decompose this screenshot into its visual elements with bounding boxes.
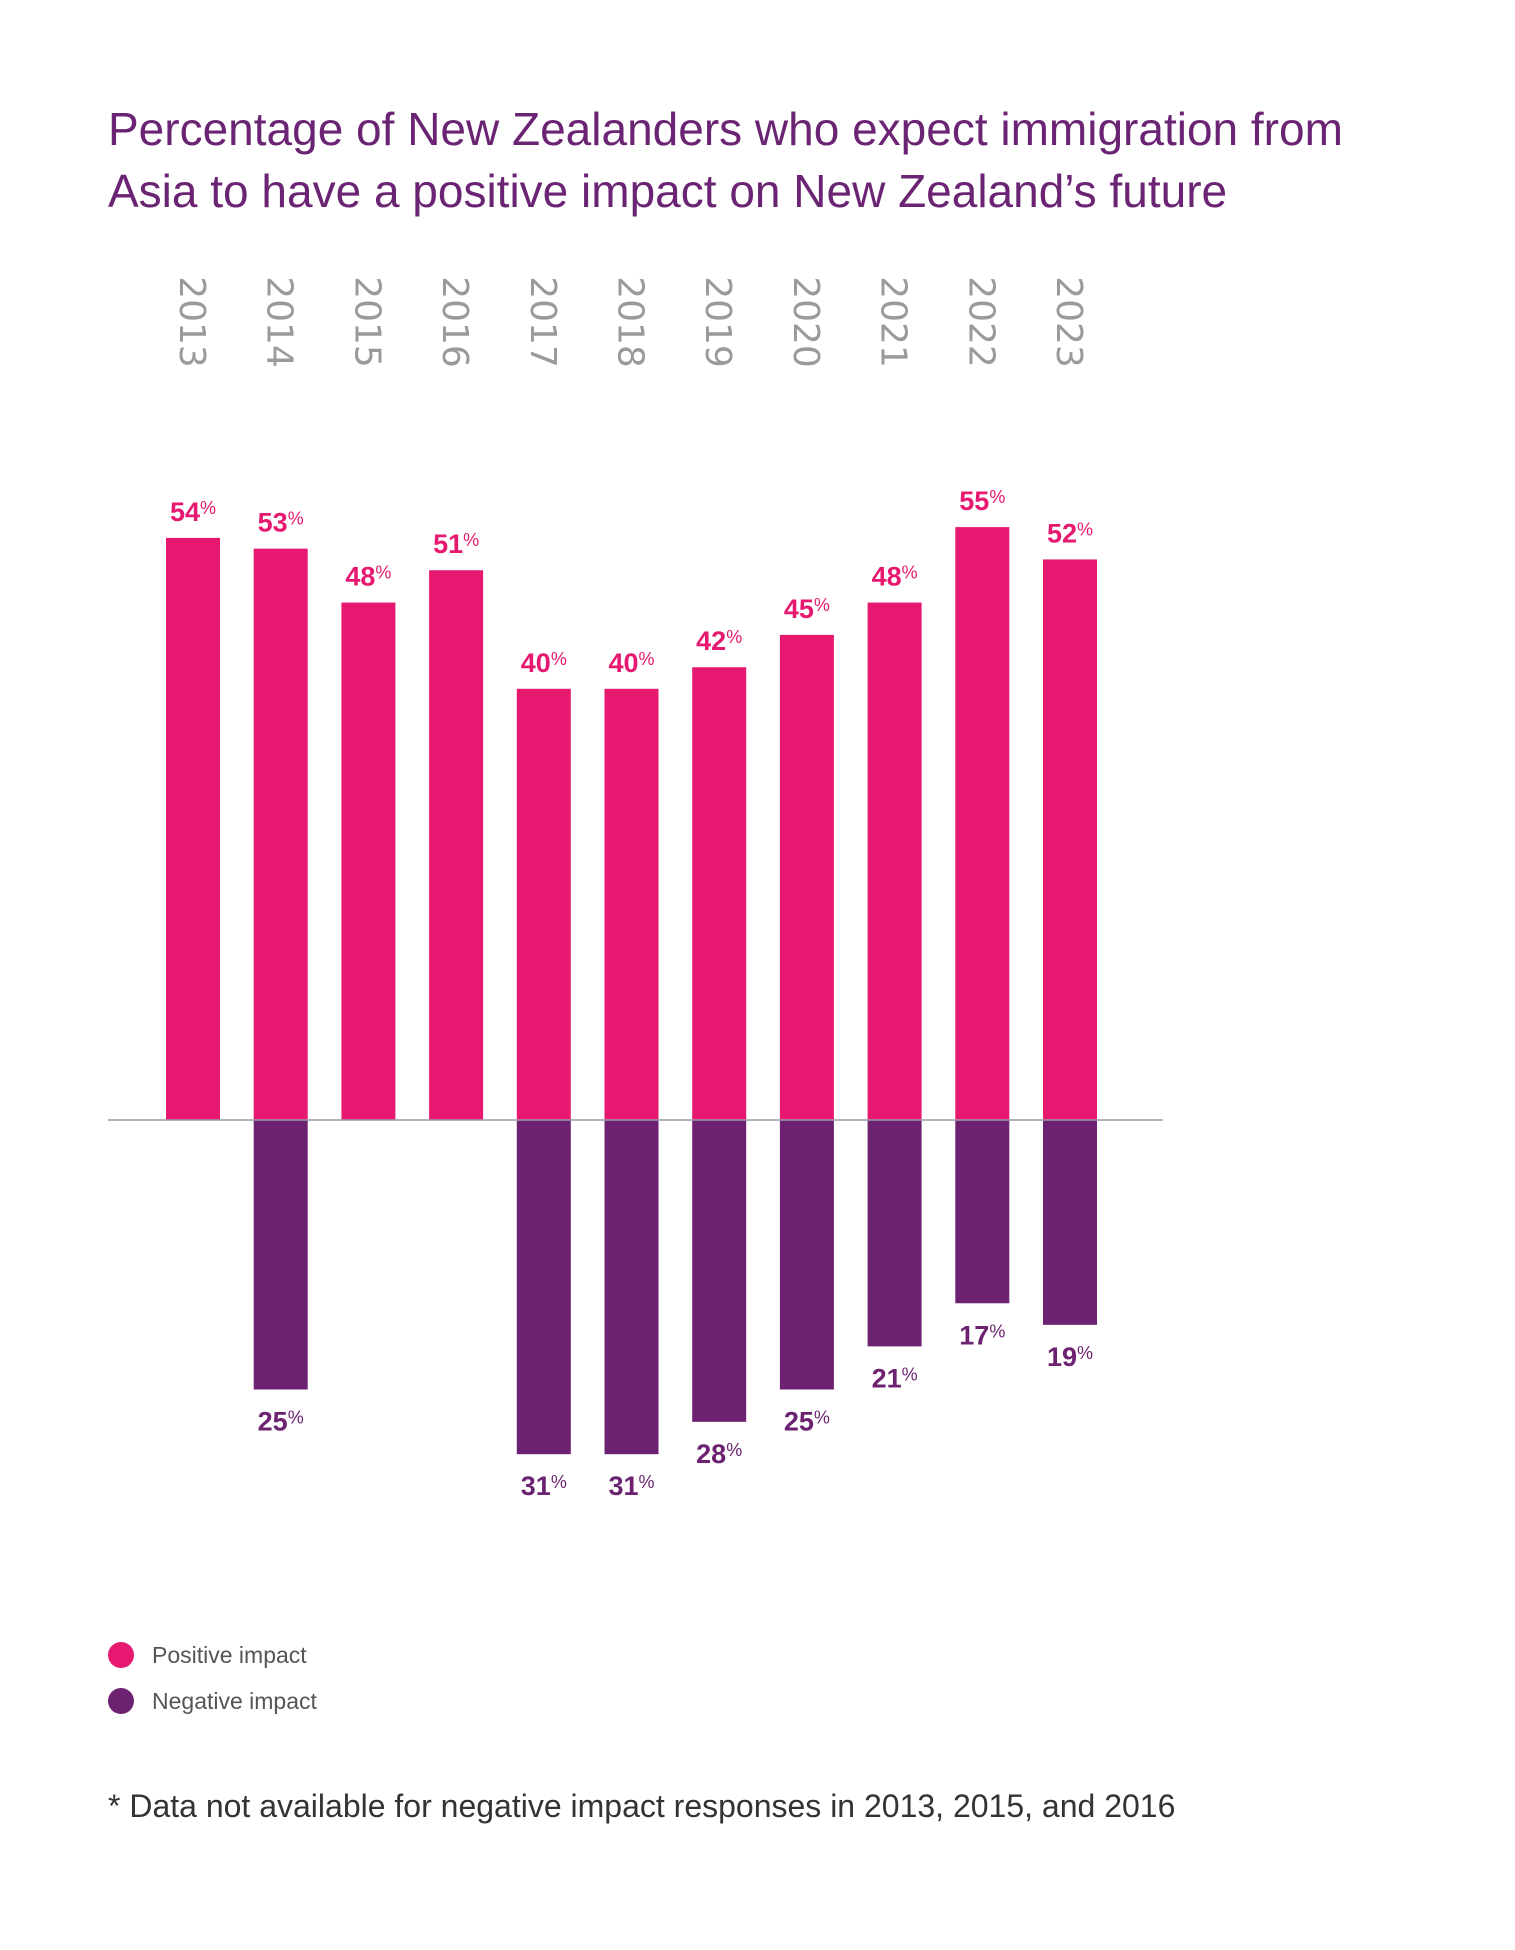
- bar-positive-2019: [692, 667, 747, 1120]
- label-negative-2017: 31%: [521, 1471, 567, 1501]
- label-positive-2015: 48%: [345, 562, 391, 592]
- label-positive-2022: 55%: [959, 486, 1005, 516]
- year-label-2018: 2018: [610, 276, 651, 368]
- label-positive-2013: 54%: [170, 497, 216, 527]
- legend-item-positive: Positive impact: [108, 1632, 317, 1678]
- footnote: * Data not available for negative impact…: [108, 1788, 1176, 1824]
- label-negative-2018: 31%: [608, 1471, 654, 1501]
- label-negative-2023: 19%: [1047, 1342, 1093, 1372]
- bar-negative-2018: [604, 1120, 659, 1455]
- label-positive-2021: 48%: [872, 562, 918, 592]
- label-positive-2017: 40%: [521, 648, 567, 678]
- legend-label-positive: Positive impact: [152, 1641, 307, 1668]
- label-negative-2019: 28%: [696, 1439, 742, 1469]
- year-label-2019: 2019: [697, 276, 738, 368]
- chart-title-line-1: Percentage of New Zealanders who expect …: [108, 103, 1343, 155]
- legend-label-negative: Negative impact: [152, 1687, 317, 1714]
- chart-title: Percentage of New Zealanders who expect …: [108, 98, 1458, 222]
- label-negative-2022: 17%: [959, 1320, 1005, 1350]
- legend-item-negative: Negative impact: [108, 1678, 317, 1724]
- label-negative-2021: 21%: [872, 1363, 918, 1393]
- label-positive-2016: 51%: [433, 529, 479, 559]
- bar-positive-2023: [1043, 559, 1097, 1120]
- bar-positive-2018: [604, 688, 659, 1120]
- bar-negative-2023: [1043, 1120, 1097, 1325]
- year-label-2014: 2014: [259, 276, 300, 368]
- negative-value-labels: 25% 31% 31% 28% 25% 21% 17% 19%: [258, 1320, 1093, 1501]
- label-positive-2020: 45%: [784, 594, 830, 624]
- year-label-2020: 2020: [785, 276, 826, 368]
- bar-positive-2014: [253, 548, 308, 1120]
- year-label-2013: 2013: [171, 276, 212, 368]
- year-label-2015: 2015: [346, 276, 387, 368]
- label-positive-2018: 40%: [608, 648, 654, 678]
- bar-positive-2021: [867, 602, 922, 1120]
- year-label-2017: 2017: [522, 276, 563, 368]
- positive-bars: [166, 527, 1097, 1120]
- legend: Positive impact Negative impact: [108, 1632, 317, 1724]
- legend-swatch-positive: [108, 1642, 134, 1668]
- bar-positive-2022: [955, 527, 1010, 1120]
- label-negative-2014: 25%: [258, 1407, 304, 1437]
- label-positive-2014: 53%: [258, 508, 304, 538]
- year-labels: 2013 2014 2015 2016 2017 2018 2019 2020 2021 2022…: [171, 276, 1089, 368]
- bar-positive-2020: [779, 634, 834, 1120]
- year-label-2021: 2021: [873, 276, 914, 368]
- bar-negative-2014: [253, 1120, 308, 1390]
- positive-value-labels: 54% 53% 48% 51% 40% 40% 42% 45% 48% 55% 52%: [170, 486, 1093, 678]
- chart-title-line-2: Asia to have a positive impact on New Ze…: [108, 165, 1228, 217]
- bar-positive-2015: [341, 602, 396, 1120]
- bar-negative-2020: [779, 1120, 834, 1390]
- year-label-2022: 2022: [960, 276, 1001, 368]
- bar-positive-2017: [516, 688, 571, 1120]
- label-positive-2019: 42%: [696, 626, 742, 656]
- bar-negative-2022: [955, 1120, 1010, 1304]
- year-label-2023: 2023: [1048, 276, 1089, 368]
- year-label-2016: 2016: [434, 276, 475, 368]
- legend-swatch-negative: [108, 1688, 134, 1714]
- label-negative-2020: 25%: [784, 1407, 830, 1437]
- bar-negative-2021: [867, 1120, 922, 1347]
- bar-positive-2013: [166, 537, 220, 1120]
- negative-bars: [253, 1120, 1097, 1455]
- bar-positive-2016: [429, 570, 484, 1120]
- bar-negative-2017: [516, 1120, 571, 1455]
- bar-negative-2019: [692, 1120, 747, 1422]
- label-positive-2023: 52%: [1047, 518, 1093, 548]
